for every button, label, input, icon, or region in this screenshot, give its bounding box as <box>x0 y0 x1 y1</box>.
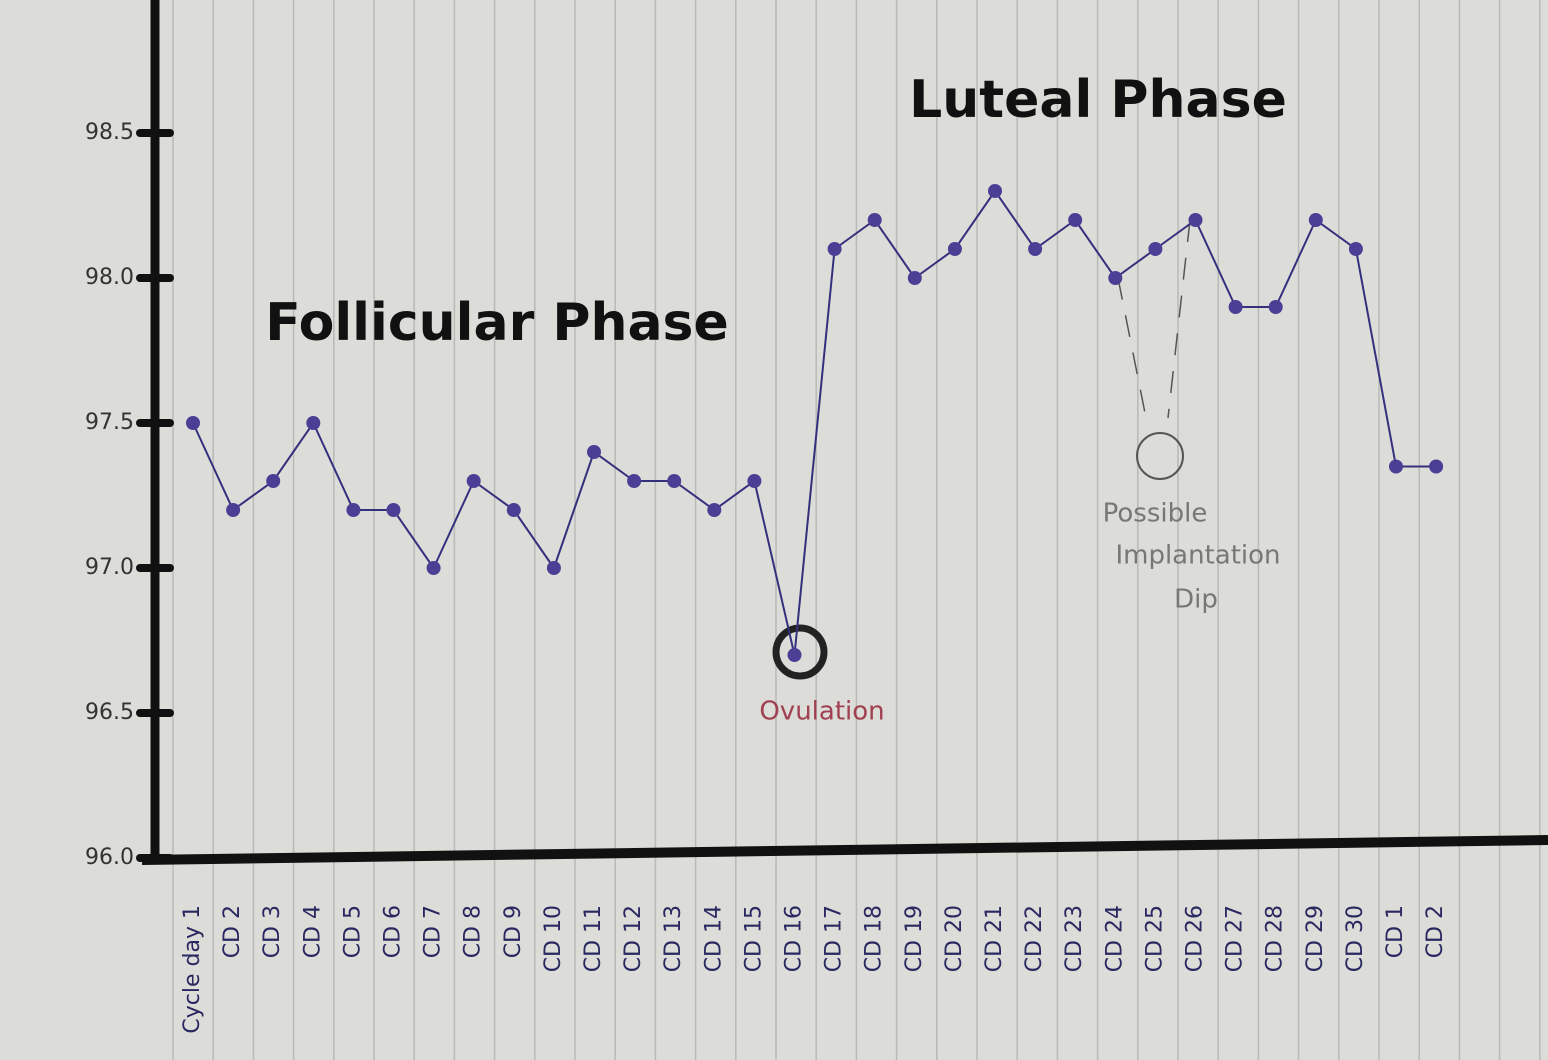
data-point <box>1028 242 1043 256</box>
x-tick-label: CD 13 <box>661 905 686 972</box>
data-point <box>827 242 842 256</box>
implantation-line: Dip <box>1174 585 1218 615</box>
data-point <box>1429 459 1444 474</box>
x-tick-label: CD 7 <box>421 905 446 958</box>
x-tick-label: CD 30 <box>1343 905 1368 972</box>
x-tick-label: CD 5 <box>340 905 365 958</box>
ruled-lines <box>172 0 1541 1060</box>
x-tick-label: CD 10 <box>541 905 566 972</box>
x-tick-label: CD 18 <box>862 905 887 972</box>
x-tick-label: CD 28 <box>1263 905 1288 972</box>
data-point <box>186 416 200 430</box>
ovulation-label: Ovulation <box>759 697 884 727</box>
follicular-label: Follicular Phase <box>265 293 729 353</box>
x-tick-label: CD 12 <box>621 905 646 972</box>
x-tick-label: CD 11 <box>581 905 606 972</box>
x-tick-label: CD 6 <box>381 905 406 958</box>
x-tick-label: CD 3 <box>260 905 285 958</box>
y-tick-label: 96.0 <box>85 845 134 870</box>
x-axis <box>141 835 1548 865</box>
x-tick-label: CD 26 <box>1183 905 1208 972</box>
data-point <box>907 271 922 285</box>
x-tick-label: CD 17 <box>822 905 847 972</box>
y-tick-label: 98.5 <box>85 120 134 145</box>
data-point <box>1268 300 1283 314</box>
data-point <box>988 184 1002 198</box>
data-point <box>386 503 401 517</box>
data-point <box>346 503 361 517</box>
x-tick-label: CD 24 <box>1102 905 1127 972</box>
implantation-line: Implantation <box>1115 541 1280 571</box>
x-tick-label: CD 19 <box>902 905 927 972</box>
data-point <box>466 474 481 488</box>
x-tick-label: CD 4 <box>300 905 325 958</box>
y-tick-label: 97.0 <box>85 555 134 580</box>
data-point <box>787 648 802 662</box>
data-point <box>306 416 321 430</box>
data-point <box>1068 213 1083 227</box>
luteal-label: Luteal Phase <box>909 70 1287 130</box>
data-point <box>506 503 521 517</box>
data-point <box>226 503 241 517</box>
data-point <box>266 474 281 488</box>
data-point <box>546 561 561 575</box>
ovulation-circle <box>772 624 828 680</box>
data-point <box>947 242 962 256</box>
implantation-label: Possible Implantation Dip <box>1103 499 1281 615</box>
x-tick-label: Cycle day 1 <box>180 905 205 1034</box>
x-tick-label: CD 14 <box>701 905 726 972</box>
x-tick-label: CD 23 <box>1062 905 1087 972</box>
x-tick-label: CD 9 <box>501 905 526 958</box>
data-point <box>1348 242 1363 256</box>
dash-line <box>1167 219 1191 419</box>
y-tick-label: 97.5 <box>85 410 134 435</box>
x-tick-label: CD 15 <box>741 905 766 972</box>
data-point <box>667 474 682 488</box>
data-line <box>192 189 1437 656</box>
x-tick-label: CD 2 <box>220 905 245 958</box>
data-point <box>1228 300 1243 314</box>
data-point <box>1108 271 1123 285</box>
x-tick-label: CD 27 <box>1223 905 1248 972</box>
data-point <box>1389 459 1403 474</box>
x-tick-label: CD 2 <box>1423 905 1448 958</box>
x-tick-label: CD 16 <box>782 905 807 972</box>
implantation-line: Possible <box>1103 499 1208 529</box>
x-tick-label: CD 21 <box>982 905 1007 972</box>
implantation-circle <box>1136 432 1184 480</box>
x-tick-label: CD 29 <box>1303 905 1328 972</box>
y-tick-label: 96.5 <box>85 700 134 725</box>
data-point <box>426 561 441 575</box>
data-point <box>1188 213 1203 227</box>
x-tick-label: CD 22 <box>1022 905 1047 972</box>
data-point <box>1148 242 1163 256</box>
data-point <box>627 474 642 488</box>
dash-line <box>1117 277 1147 419</box>
x-tick-label: CD 25 <box>1142 905 1167 972</box>
data-point <box>707 503 722 517</box>
y-tick-label: 98.0 <box>85 265 134 290</box>
x-tick-label: CD 1 <box>1383 905 1408 958</box>
x-tick-label: CD 8 <box>461 905 486 958</box>
data-point <box>747 474 762 488</box>
data-point <box>1308 213 1323 227</box>
data-point <box>587 445 601 459</box>
data-point <box>867 213 882 227</box>
x-tick-label: CD 20 <box>942 905 967 972</box>
